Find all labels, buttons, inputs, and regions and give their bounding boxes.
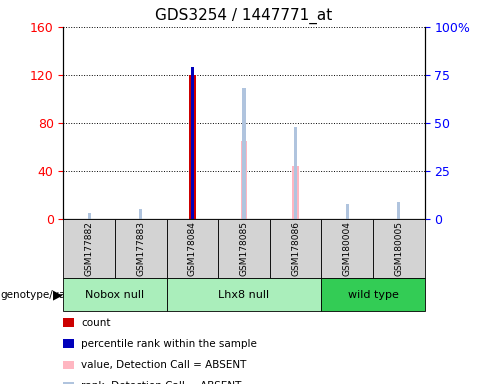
- Text: genotype/variation: genotype/variation: [0, 290, 99, 300]
- Bar: [189, 75, 196, 219]
- Bar: [294, 127, 297, 219]
- Text: count: count: [81, 318, 111, 328]
- Text: rank, Detection Call = ABSENT: rank, Detection Call = ABSENT: [81, 381, 242, 384]
- Text: GSM177882: GSM177882: [85, 221, 94, 276]
- Text: GSM178084: GSM178084: [188, 221, 197, 276]
- Text: ▶: ▶: [53, 288, 62, 301]
- Text: GSM178086: GSM178086: [291, 221, 300, 276]
- Text: GSM178085: GSM178085: [240, 221, 248, 276]
- Text: Lhx8 null: Lhx8 null: [219, 290, 269, 300]
- Bar: [346, 204, 349, 219]
- Title: GDS3254 / 1447771_at: GDS3254 / 1447771_at: [155, 8, 333, 24]
- Text: wild type: wild type: [347, 290, 398, 300]
- Text: GSM180004: GSM180004: [343, 221, 352, 276]
- Bar: [397, 202, 400, 219]
- Bar: [139, 209, 142, 219]
- Bar: [191, 67, 194, 219]
- Text: percentile rank within the sample: percentile rank within the sample: [81, 339, 257, 349]
- Text: GSM177883: GSM177883: [136, 221, 145, 276]
- Bar: [88, 213, 91, 219]
- Bar: [292, 166, 299, 219]
- Text: GSM180005: GSM180005: [394, 221, 403, 276]
- Text: value, Detection Call = ABSENT: value, Detection Call = ABSENT: [81, 360, 247, 370]
- Bar: [241, 141, 247, 219]
- Text: Nobox null: Nobox null: [85, 290, 144, 300]
- Bar: [243, 88, 245, 219]
